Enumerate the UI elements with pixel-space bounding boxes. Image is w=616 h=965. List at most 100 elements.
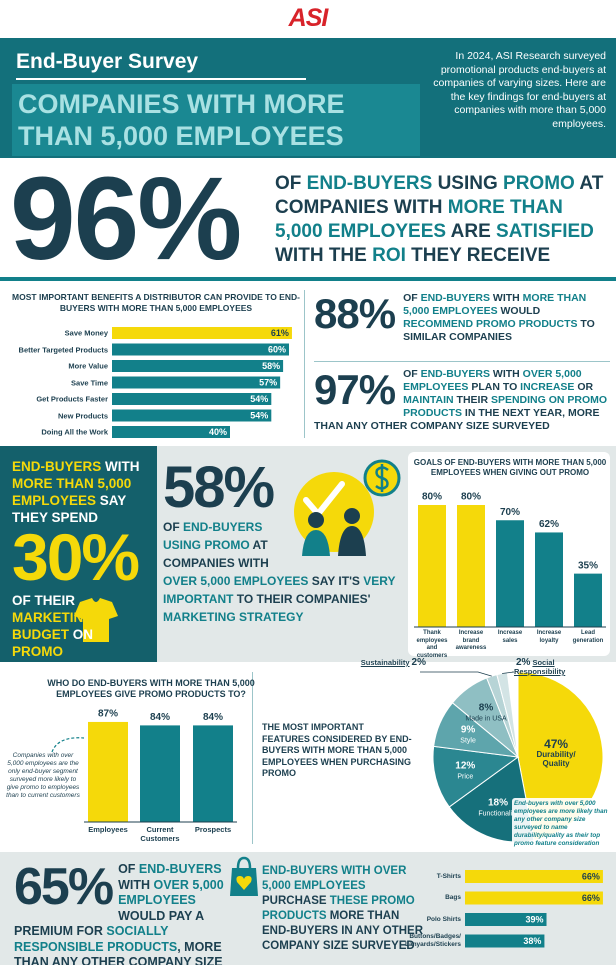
text-run: USING: [432, 173, 504, 194]
value-label: 84%: [150, 712, 170, 723]
category-label: Increase sales: [497, 630, 523, 644]
bar: [465, 934, 545, 948]
text-run: PLAN TO: [468, 381, 521, 393]
leader-line: [502, 671, 515, 674]
category-label: Prospects: [194, 825, 232, 834]
category-label: More Value: [68, 361, 108, 371]
slice-name: Style: [460, 737, 476, 745]
text-run: OF THEIR: [12, 593, 75, 608]
person: [302, 530, 330, 556]
pie-slice: [432, 745, 520, 808]
bar: [112, 360, 284, 372]
slice-label: 12% Price: [435, 760, 495, 781]
header-title: COMPANIES WITH MORE THAN 5,000 EMPLOYEES: [18, 89, 345, 151]
divider: [304, 290, 305, 438]
category-label: Save Time: [71, 378, 108, 387]
bar: [140, 725, 180, 822]
slice-label: 18% Functionality: [468, 797, 528, 818]
category-label: Lead generation: [572, 630, 604, 644]
text-run: AT COMPANIES WITH: [163, 538, 269, 570]
text-run: OVER 5,000 EMPLOYEES: [118, 877, 224, 908]
slice-label: 47% Durability/ Quality: [526, 738, 586, 768]
value-label: 54%: [250, 394, 268, 404]
bar: [496, 520, 524, 627]
text-run: ON: [69, 627, 94, 642]
person: [308, 512, 324, 528]
decorations: [51, 459, 556, 896]
bar: [574, 573, 602, 627]
text-run: END-BUYERS: [306, 173, 433, 194]
value-label: 87%: [98, 709, 118, 720]
value-label: 54%: [250, 410, 268, 420]
text-run: MAINTAIN: [403, 394, 454, 406]
slice-value: 18%: [487, 797, 508, 809]
illustration-space: [291, 458, 403, 566]
person: [338, 526, 366, 556]
bar: [535, 532, 563, 627]
bar: [465, 913, 547, 926]
slice-label: 9% Style: [438, 725, 498, 746]
leader-line: [420, 671, 492, 677]
stat: 58% OF END-BUYERS USING PROMO AT COMPANI…: [163, 458, 403, 626]
text-run: RECOMMEND PROMO PRODUCTS: [403, 318, 578, 330]
value-label: 84%: [203, 712, 223, 723]
chart-title: THE MOST IMPORTANT FEATURES CONSIDERED B…: [262, 722, 412, 778]
value-label: 70%: [500, 507, 520, 518]
slice-value: 9%: [460, 724, 476, 736]
value-label: 80%: [422, 492, 442, 503]
text-run: INCREASE: [520, 381, 575, 393]
text-run: SAY THEY SPEND: [12, 493, 127, 525]
category-label: Polo Shirts: [426, 915, 461, 923]
bar: [112, 343, 289, 356]
purchase-text: END-BUYERS WITH OVER 5,000 EMPLOYEES PUR…: [262, 864, 430, 954]
text-run: PROMO: [12, 644, 64, 659]
chart-title: WHO DO END-BUYERS WITH MORE THAN 5,000 E…: [47, 678, 255, 699]
text-run: WITH THE: [275, 245, 373, 266]
kicker-rule: [16, 78, 306, 80]
value-label: 40%: [209, 427, 227, 437]
stat-text: OF END-BUYERS USING PROMO AT COMPANIES W…: [275, 172, 610, 268]
text-run: OF: [118, 862, 139, 876]
text-run: MORE THAN 5,000 EMPLOYEES: [275, 197, 563, 242]
text-run: OVER 5,000 EMPLOYEES: [163, 574, 309, 588]
heart-icon: [236, 876, 252, 890]
stat: 88% OF END-BUYERS WITH MORE THAN 5,000 E…: [314, 292, 610, 344]
slice-name: Price: [457, 773, 474, 781]
bar: [457, 505, 485, 627]
stat-lead: END-BUYERS WITH MORE THAN 5,000 EMPLOYEE…: [12, 458, 150, 526]
slice-value: 8%: [478, 702, 494, 714]
bar: [88, 721, 128, 822]
text-run: END-BUYERS: [12, 459, 102, 474]
value-label: 35%: [578, 560, 598, 571]
bag-handle: [236, 856, 252, 869]
bar: [465, 891, 603, 905]
text-run: WITH: [118, 877, 154, 892]
stat: 65% OF END-BUYERS WITH OVER 5,000 EMPLOY…: [14, 858, 236, 965]
stat: 97% OF END-BUYERS WITH OVER 5,000 EMPLOY…: [314, 368, 610, 433]
stat-figure: 65%: [14, 858, 114, 916]
stat-text: OF THEIR MARKETING BUDGET ON PROMO: [12, 592, 100, 660]
bar: [112, 376, 281, 389]
text-run: MORE THAN 5,000 EMPLOYEES: [403, 292, 587, 317]
bar: [112, 409, 272, 422]
category-label: New Products: [57, 411, 108, 420]
kicker: End-Buyer Survey: [16, 50, 199, 73]
text-run: WITH: [490, 292, 523, 304]
category-label: Thank employees and customers: [416, 630, 448, 659]
text-run: MORE THAN 5,000 EMPLOYEES: [12, 476, 132, 508]
bar: [112, 393, 272, 405]
value-label: 66%: [582, 893, 600, 903]
text-run: TO THEIR COMPANIES': [233, 592, 371, 606]
value-label: 38%: [523, 936, 541, 946]
category-label: Save Money: [64, 328, 108, 338]
slice-name: Sustainability: [360, 658, 410, 667]
slice-name: Durability/ Quality: [536, 750, 576, 769]
slice-name: Social Responsibility: [514, 658, 566, 676]
title-box: [12, 84, 420, 156]
text-run: WOULD: [497, 305, 541, 317]
slice-value: 12%: [455, 760, 476, 772]
category-label: Get Products Faster: [36, 394, 108, 404]
pointer: [51, 737, 85, 753]
